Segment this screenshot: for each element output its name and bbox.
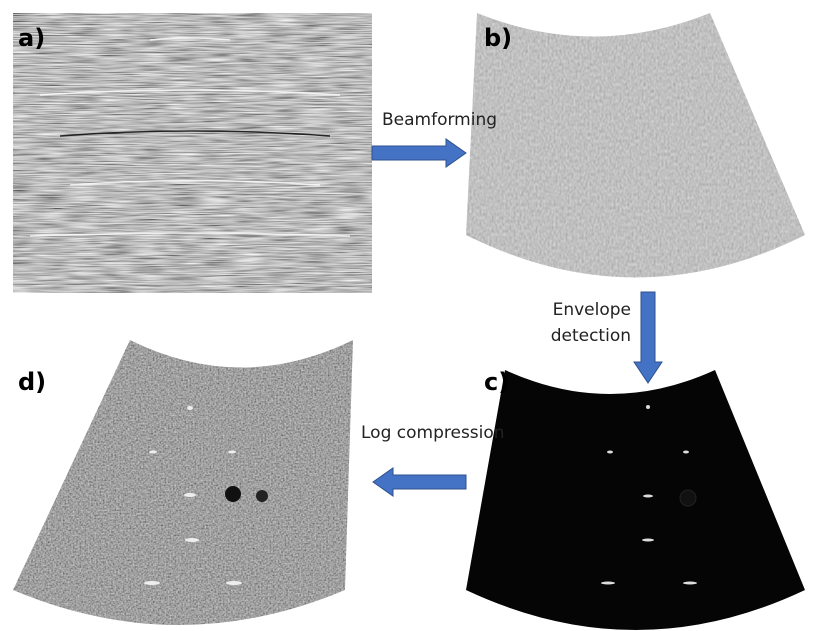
- panel-a: a): [13, 13, 372, 293]
- panel-c: c): [466, 368, 805, 630]
- pipeline-diagram: a) b) c) d) Beamforming Envelope detecti…: [0, 0, 816, 631]
- arrow: [372, 139, 466, 167]
- arrow-label: Log compression: [361, 423, 505, 443]
- panel-d: d): [13, 340, 353, 631]
- panel-label: a): [18, 24, 45, 52]
- arrow-label: Envelope: [553, 300, 631, 320]
- arrow-log: Log compression: [361, 423, 505, 496]
- panel-label: c): [484, 368, 509, 396]
- panel-label: d): [18, 368, 46, 396]
- beamformed-image: [466, 13, 806, 283]
- panel-label: b): [484, 24, 512, 52]
- arrow-label: detection: [551, 326, 631, 346]
- envelope-image: [466, 370, 805, 630]
- arrow-label: Beamforming: [382, 110, 497, 130]
- panel-b: b): [466, 13, 806, 283]
- arrow-envelope: Envelope detection: [551, 292, 662, 383]
- arrow: [373, 468, 466, 496]
- log-compressed-image: [13, 340, 353, 631]
- rf-data-image: [13, 13, 372, 293]
- arrow: [634, 292, 662, 383]
